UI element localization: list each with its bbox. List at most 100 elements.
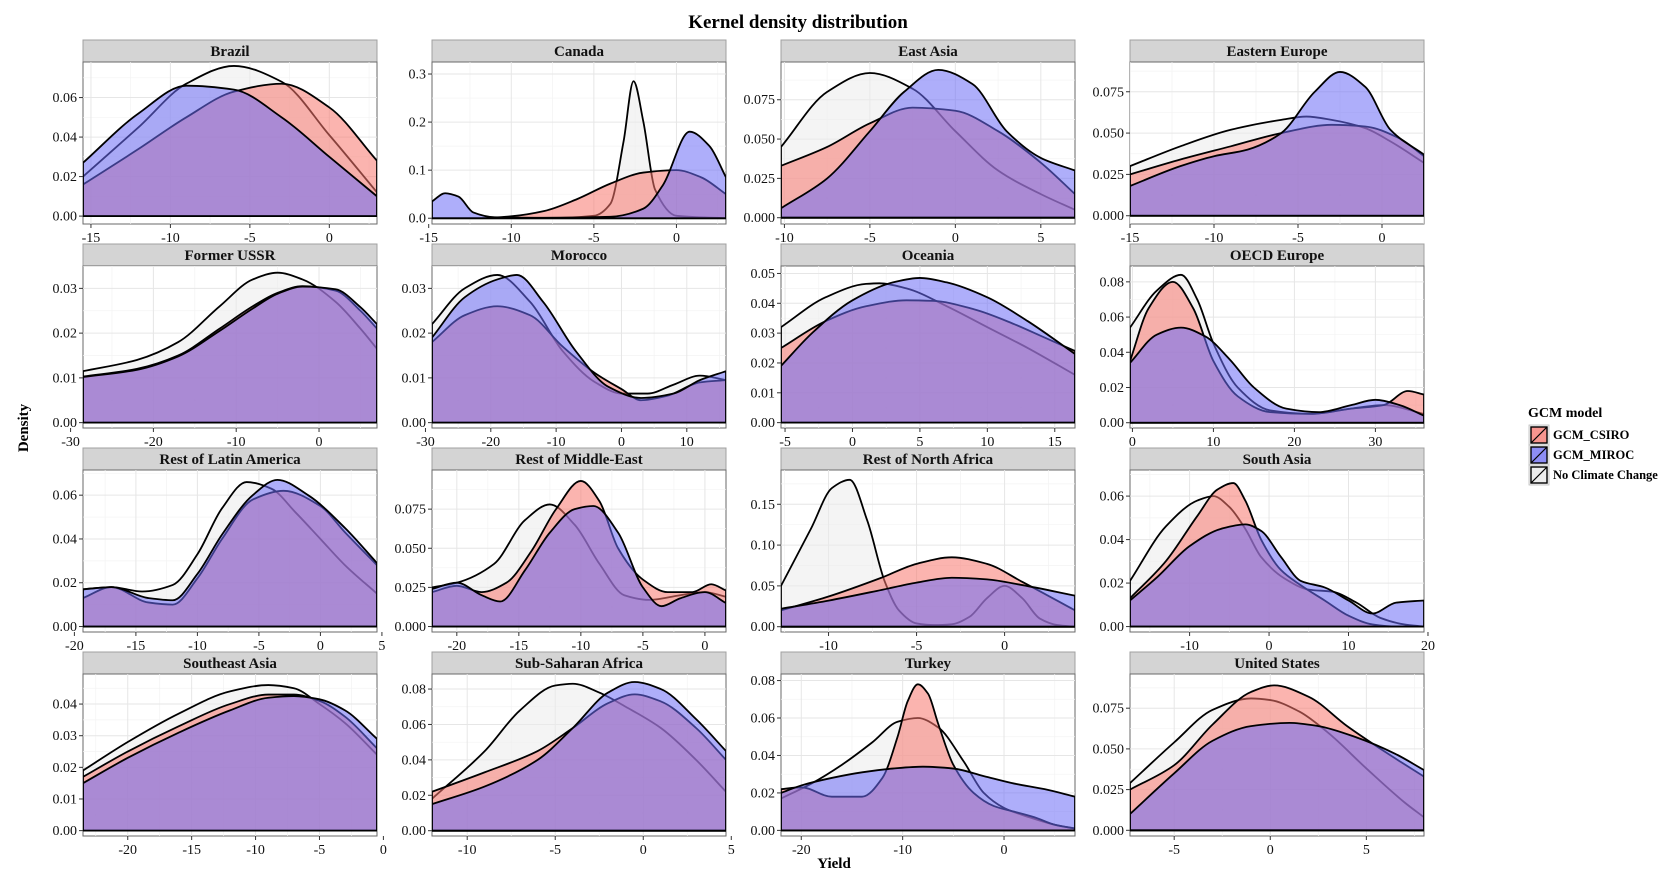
density-area-morocco-gcm-miroc (432, 274, 726, 424)
x-tick-label: -20 (144, 435, 163, 450)
y-tick-label: 0.075 (395, 503, 427, 518)
panel-southeast-asia: Southeast Asia -20 -15 -10 -5 0 0.00 0.01 0.02 0.… (53, 651, 387, 858)
y-tick-label: 0.00 (53, 620, 78, 635)
y-tick-label: 0.04 (53, 131, 78, 146)
density-series-rest-of-latin-america (83, 478, 377, 628)
x-tick-label: -10 (502, 231, 521, 246)
x-tick-label: 0 (701, 639, 708, 654)
x-tick-label: 0 (326, 231, 333, 246)
strip-label-rest-of-north-africa: Rest of North Africa (863, 452, 994, 468)
y-tick-label: 0.000 (395, 620, 427, 635)
x-tick-label: -20 (481, 435, 500, 450)
x-tick-label: -5 (244, 231, 256, 246)
x-tick-label: -10 (161, 231, 180, 246)
panel-brazil: Brazil -15 -10 -5 0 0.00 0.02 0.04 0.06 (53, 39, 378, 246)
density-area-east-asia-gcm-miroc (781, 68, 1075, 219)
legend-items: GCM_CSIRO GCM_MIROC No Climate Change (1528, 424, 1658, 486)
x-tick-label: -15 (82, 231, 101, 246)
x-tick-label: 0 (1001, 843, 1008, 858)
y-tick-label: 0.050 (1093, 127, 1125, 142)
y-tick-label: 0.04 (1100, 533, 1125, 548)
y-tick-label: 0.01 (751, 386, 776, 401)
x-tick-label: 0 (1379, 231, 1386, 246)
y-tick-label: 0.04 (53, 532, 78, 547)
y-tick-label: 0.025 (1093, 783, 1125, 798)
y-tick-label: 0.03 (53, 282, 78, 297)
density-series-turkey (781, 683, 1075, 832)
x-tick-label: -30 (61, 435, 80, 450)
y-tick-label: 0.06 (402, 718, 427, 733)
y-tick-label: 0.04 (53, 698, 78, 713)
x-tick-label: -10 (547, 435, 566, 450)
x-tick-label: 10 (1206, 435, 1220, 450)
y-tick-label: 0.03 (751, 327, 776, 342)
legend-label-no-climate-change: No Climate Change (1553, 468, 1658, 482)
density-area-sub-saharan-africa-gcm-miroc (432, 681, 726, 832)
y-tick-label: 0.05 (751, 267, 776, 282)
strip-label-eastern-europe: Eastern Europe (1227, 44, 1328, 60)
density-area-canada-gcm-miroc (432, 130, 726, 220)
panel-east-asia: East Asia -10 -5 0 5 0.000 0.025 0.050 0.075 (744, 39, 1076, 246)
strip-label-former-ussr: Former USSR (185, 248, 276, 264)
x-tick-label: 20 (1421, 639, 1435, 654)
x-tick-label: -5 (314, 843, 326, 858)
density-series-brazil (83, 65, 377, 217)
strip-label-east-asia: East Asia (898, 44, 958, 60)
strip-label-oecd-europe: OECD Europe (1230, 248, 1325, 264)
panel-sub-saharan-africa: Sub-Saharan Africa -10 -5 0 5 0.00 0.02 0.04 0.0… (402, 651, 735, 858)
x-tick-label: -10 (893, 843, 912, 858)
x-tick-label: -15 (419, 231, 438, 246)
panel-eastern-europe: Eastern Europe -15 -10 -5 0 0.000 0.025 0.050 0.… (1093, 39, 1425, 246)
legend-swatch-slash (1530, 446, 1548, 464)
density-area-south-asia-gcm-miroc (1130, 523, 1424, 628)
y-tick-label: 0.06 (53, 489, 78, 504)
y-tick-label: 0.00 (402, 416, 427, 431)
density-series-rest-of-middle-east (432, 480, 726, 628)
x-tick-label: 10 (680, 435, 694, 450)
y-tick-label: 0.00 (1100, 620, 1125, 635)
y-tick-label: 0.04 (402, 753, 427, 768)
x-tick-label: 5 (1363, 843, 1370, 858)
y-tick-label: 0.00 (1100, 416, 1125, 431)
x-tick-label: 0 (380, 843, 387, 858)
strip-label-turkey: Turkey (905, 656, 952, 672)
chart-title: Kernel density distribution (688, 12, 908, 33)
legend-title: GCM model (1528, 406, 1602, 421)
density-area-southeast-asia-gcm-miroc (83, 695, 377, 832)
x-tick-label: -5 (779, 435, 791, 450)
y-tick-label: 0.050 (1093, 742, 1125, 757)
x-tick-label: -10 (1205, 231, 1224, 246)
x-tick-label: -5 (1168, 843, 1180, 858)
x-tick-label: -5 (637, 639, 649, 654)
density-series-united-states (1130, 684, 1424, 832)
density-area-rest-of-latin-america-gcm-miroc (83, 478, 377, 628)
density-series-oecd-europe (1130, 273, 1424, 424)
y-tick-label: 0.01 (53, 371, 78, 386)
x-tick-label: 5 (1037, 231, 1044, 246)
strip-label-united-states: United States (1234, 656, 1320, 672)
panel-oecd-europe: OECD Europe 0 10 20 30 0.00 0.02 0.04 0.06 0.08 (1100, 243, 1425, 450)
density-area-eastern-europe-gcm-miroc (1130, 71, 1424, 217)
x-tick-label: -5 (911, 639, 923, 654)
density-area-brazil-gcm-miroc (83, 84, 377, 217)
density-area-turkey-gcm-miroc (781, 765, 1075, 832)
legend-label-gcm-miroc: GCM_MIROC (1553, 448, 1634, 462)
y-tick-label: 0.000 (1093, 824, 1125, 839)
panel-oceania: Oceania -5 0 5 10 15 0.00 0.01 0.02 0.03 0.04 0.05 (751, 243, 1076, 450)
y-tick-label: 0.075 (1093, 702, 1125, 717)
x-tick-label: 30 (1368, 435, 1382, 450)
x-tick-label: -20 (792, 843, 811, 858)
y-tick-label: 0.00 (751, 824, 776, 839)
y-tick-label: 0.000 (744, 211, 776, 226)
y-tick-label: 0.15 (751, 498, 776, 513)
x-tick-label: -10 (1180, 639, 1199, 654)
x-tick-label: 0 (952, 231, 959, 246)
y-tick-label: 0.03 (53, 729, 78, 744)
y-tick-label: 0.02 (53, 761, 78, 776)
x-tick-label: -5 (1292, 231, 1304, 246)
panel-turkey: Turkey -20 -10 0 0.00 0.02 0.04 0.06 0.08 (751, 651, 1076, 858)
density-area-oecd-europe-gcm-miroc (1130, 326, 1424, 424)
strip-label-oceania: Oceania (902, 248, 955, 264)
y-tick-label: 0.06 (1100, 490, 1125, 505)
